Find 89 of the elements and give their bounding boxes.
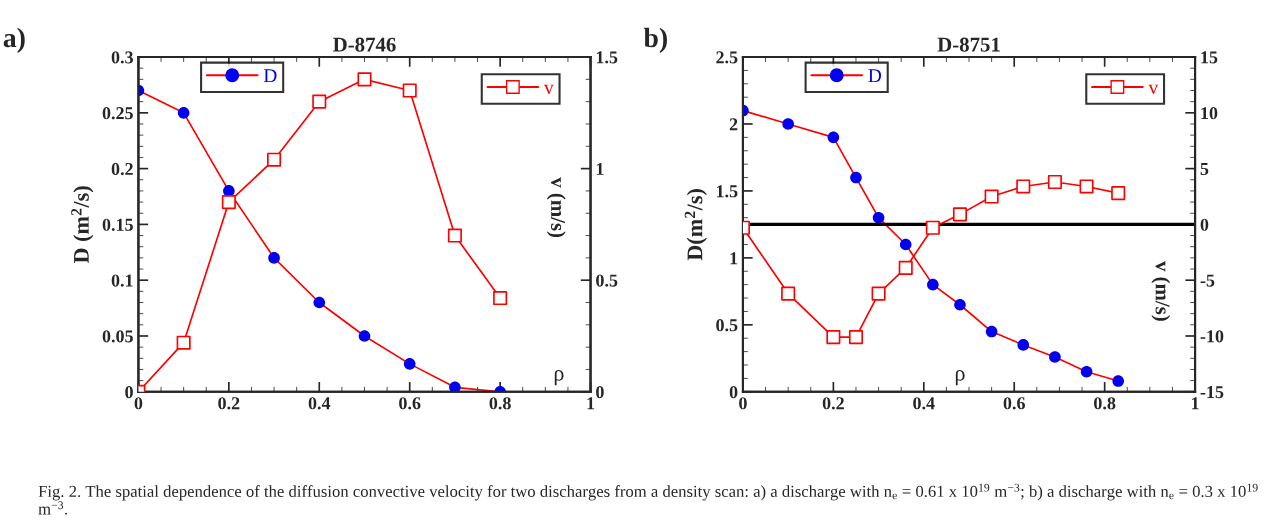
point [1112,375,1125,387]
point [449,381,461,392]
x-tick-label: 0.8 [489,397,511,410]
y-tick-label: 0.1 [111,274,133,287]
y-axis-title: D (m$^{2}$/s) [71,186,94,264]
text: a) [3,27,25,53]
point [1017,339,1030,351]
point [176,335,191,350]
y-tick-label: 2 [729,118,738,131]
point [268,252,280,264]
point [850,171,862,184]
point [357,72,372,87]
y2-tick-label: 0 [596,386,604,399]
y2-tick-label: -10 [1200,330,1224,343]
x-tick-label: 1 [587,397,595,410]
point [493,290,508,306]
x-tick-label: 0.2 [218,397,240,410]
point [1079,179,1094,194]
point [872,211,885,224]
y2-tick-label: -5 [1200,274,1215,287]
x-tick-label: 0.4 [308,397,331,410]
point [402,83,417,98]
point [403,358,416,370]
y-axis-title: D(m$^{2}$/s) [684,189,707,261]
y-tick-label: 0 [729,386,738,399]
y-tick-label: 0.3 [111,51,133,64]
x-tick-label: 0.6 [1003,397,1025,410]
text: b) [643,27,667,53]
y2-axis-title: v (m/s) [546,177,566,238]
x-axis-title: ρ [554,369,564,386]
y2-tick-label: 5 [1200,163,1209,176]
point [177,107,190,119]
point [312,94,327,109]
x-tick-label: 0.6 [399,397,421,410]
point [313,296,326,309]
legend-label: D [263,69,277,83]
point [782,118,794,130]
point [899,238,912,251]
y-tick-label: 2.5 [716,51,738,64]
legend-label: v [543,84,554,94]
y-tick-label: 0.05 [102,330,133,343]
x-tick-label: 0.8 [1094,397,1116,410]
point [1047,174,1062,190]
point [827,131,840,144]
y2-axis-title: v (m/s) [1151,260,1171,321]
point [952,207,968,222]
point [925,220,940,235]
point [848,330,864,345]
x-tick-label: 0.4 [913,397,935,410]
y2-tick-label: 15 [1201,51,1218,64]
y2-tick-label: 0.5 [596,274,618,287]
point [898,260,913,275]
y-tick-label: 0.2 [111,162,133,176]
point [358,330,371,342]
point [1016,179,1031,194]
point [1080,365,1093,378]
y2-tick-label: 10 [1201,107,1218,120]
chart-title: D-8751 [937,37,1000,52]
point [984,189,999,204]
point [447,228,462,243]
x-tick-label: 1 [1192,397,1199,410]
y2-tick-label: 1 [596,162,604,175]
point [927,278,939,291]
y-tick-label: 1 [730,252,738,265]
point [985,325,998,338]
x-tick-label: 0 [739,397,747,410]
point [1111,186,1126,201]
legend-label: v [1148,84,1159,94]
point [1049,351,1061,363]
y2-tick-label: 1.5 [596,51,618,64]
text: Fig. 2. The spatial dependence of the diffusion convective velocity for two discharges from a density scan: a) a discharge with n$_{e}$ = 0.61 x 10$^{19}$ m$^{−3}$; b) a discharge with n$_{e}$ = 0.3 x 10$^{19}$ m$^{−3}$. [38,483,1258,515]
point [954,298,966,311]
point [781,286,796,301]
y2-tick-label: -15 [1200,386,1224,399]
y-tick-label: 0.15 [102,218,133,231]
point [267,152,282,167]
y-tick-label: 0.25 [102,107,133,120]
y-tick-label: 1.5 [716,185,738,198]
y-tick-label: 0 [125,386,133,399]
x-tick-label: 0 [134,397,143,410]
y2-tick-label: 0 [1200,218,1209,231]
point [826,330,841,345]
point [871,286,886,301]
x-tick-label: 0.2 [822,397,844,410]
chart-title: D-8746 [333,37,396,52]
x-axis-title: ρ [955,369,965,386]
y-tick-label: 0.5 [716,319,738,332]
legend-label: D [868,69,882,83]
point [221,195,236,210]
